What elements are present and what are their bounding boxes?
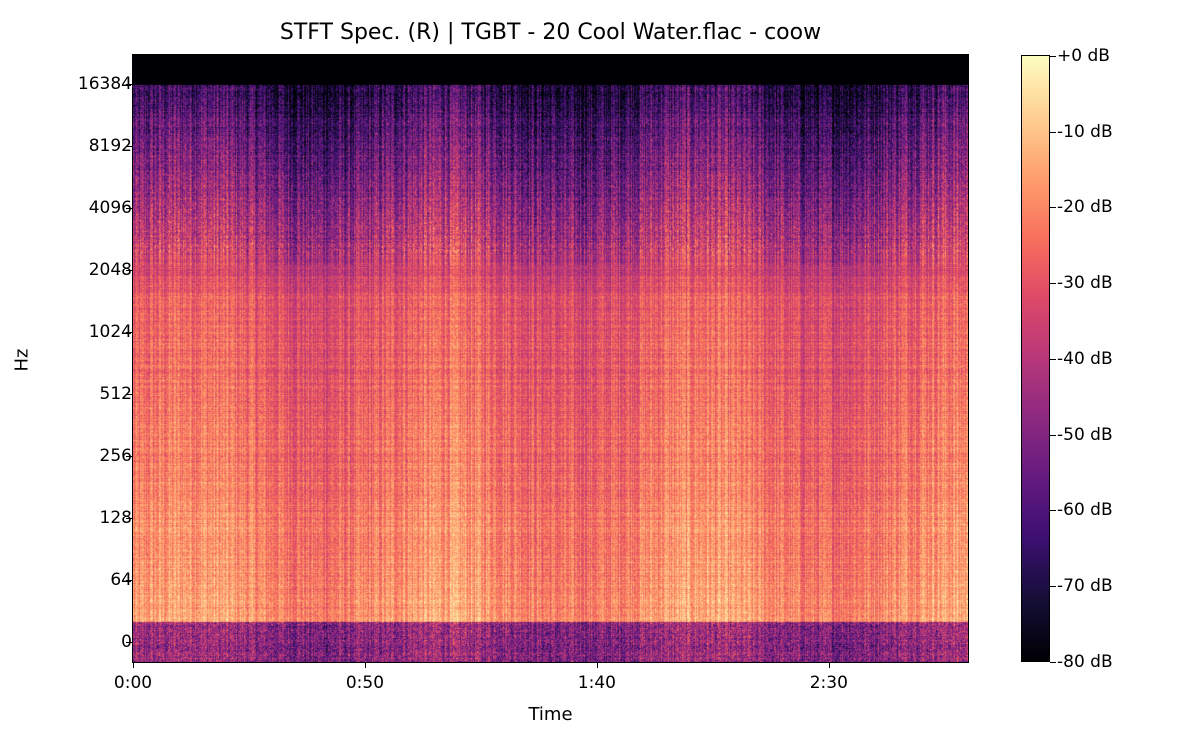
colorbar-tick-label: -30 dB	[1057, 273, 1113, 294]
y-tick-label: 128	[99, 508, 132, 528]
colorbar-tick-label: -50 dB	[1057, 424, 1113, 445]
y-tick-label: 256	[99, 446, 132, 466]
colorbar-tick-label: -40 dB	[1057, 348, 1113, 369]
colorbar-tick-label: -80 dB	[1057, 651, 1113, 672]
colorbar-tick-mark	[1050, 585, 1056, 587]
x-tick-label: 2:30	[809, 673, 848, 693]
y-tick-mark	[126, 394, 132, 395]
colorbar-tick-mark	[1050, 283, 1056, 285]
colorbar-tick-label: -70 dB	[1057, 575, 1113, 596]
y-tick-mark	[126, 456, 132, 457]
colorbar-tick-mark	[1050, 661, 1056, 663]
y-tick-label: 4096	[88, 198, 132, 218]
y-tick-mark	[126, 642, 132, 643]
y-tick-label: 1024	[88, 322, 132, 342]
colorbar-tick-label: -20 dB	[1057, 197, 1113, 218]
x-tick-label: 1:40	[577, 673, 616, 693]
chart-title: STFT Spec. (R) | TGBT - 20 Cool Water.fl…	[279, 20, 822, 45]
y-tick-mark	[126, 580, 132, 581]
y-tick-mark	[126, 208, 132, 209]
y-tick-label: 64	[110, 570, 132, 590]
y-tick-mark	[126, 146, 132, 147]
y-tick-label: 8192	[88, 136, 132, 156]
y-tick-mark	[126, 270, 132, 271]
x-tick-mark	[133, 662, 134, 668]
y-tick-mark	[126, 518, 132, 519]
colorbar-tick-mark	[1050, 510, 1056, 512]
colorbar-tick-label: +0 dB	[1057, 46, 1110, 66]
x-axis-label: Time	[528, 704, 573, 725]
y-axis-label: Hz	[11, 348, 33, 372]
x-tick-mark	[828, 662, 830, 668]
colorbar-tick-mark	[1050, 131, 1056, 133]
colorbar-tick-mark	[1050, 358, 1056, 360]
y-tick-label: 512	[99, 384, 132, 404]
x-tick-mark	[364, 662, 366, 668]
y-tick-label: 16384	[77, 74, 132, 94]
y-tick-label: 0	[121, 632, 132, 652]
colorbar	[1021, 55, 1050, 662]
colorbar-tick-mark	[1050, 207, 1056, 209]
x-tick-label: 0:50	[345, 673, 385, 693]
y-tick-mark	[126, 332, 132, 333]
colorbar-tick-mark	[1050, 56, 1056, 57]
plot-frame	[132, 54, 969, 663]
y-tick-label: 2048	[88, 260, 132, 280]
colorbar-tick-mark	[1050, 434, 1056, 436]
spectrogram-heatmap	[133, 55, 968, 662]
x-tick-label: 0:00	[113, 673, 153, 693]
colorbar-tick-label: -60 dB	[1057, 500, 1113, 521]
y-tick-mark	[126, 84, 132, 85]
colorbar-tick-label: -10 dB	[1057, 121, 1113, 142]
x-tick-mark	[596, 662, 598, 668]
